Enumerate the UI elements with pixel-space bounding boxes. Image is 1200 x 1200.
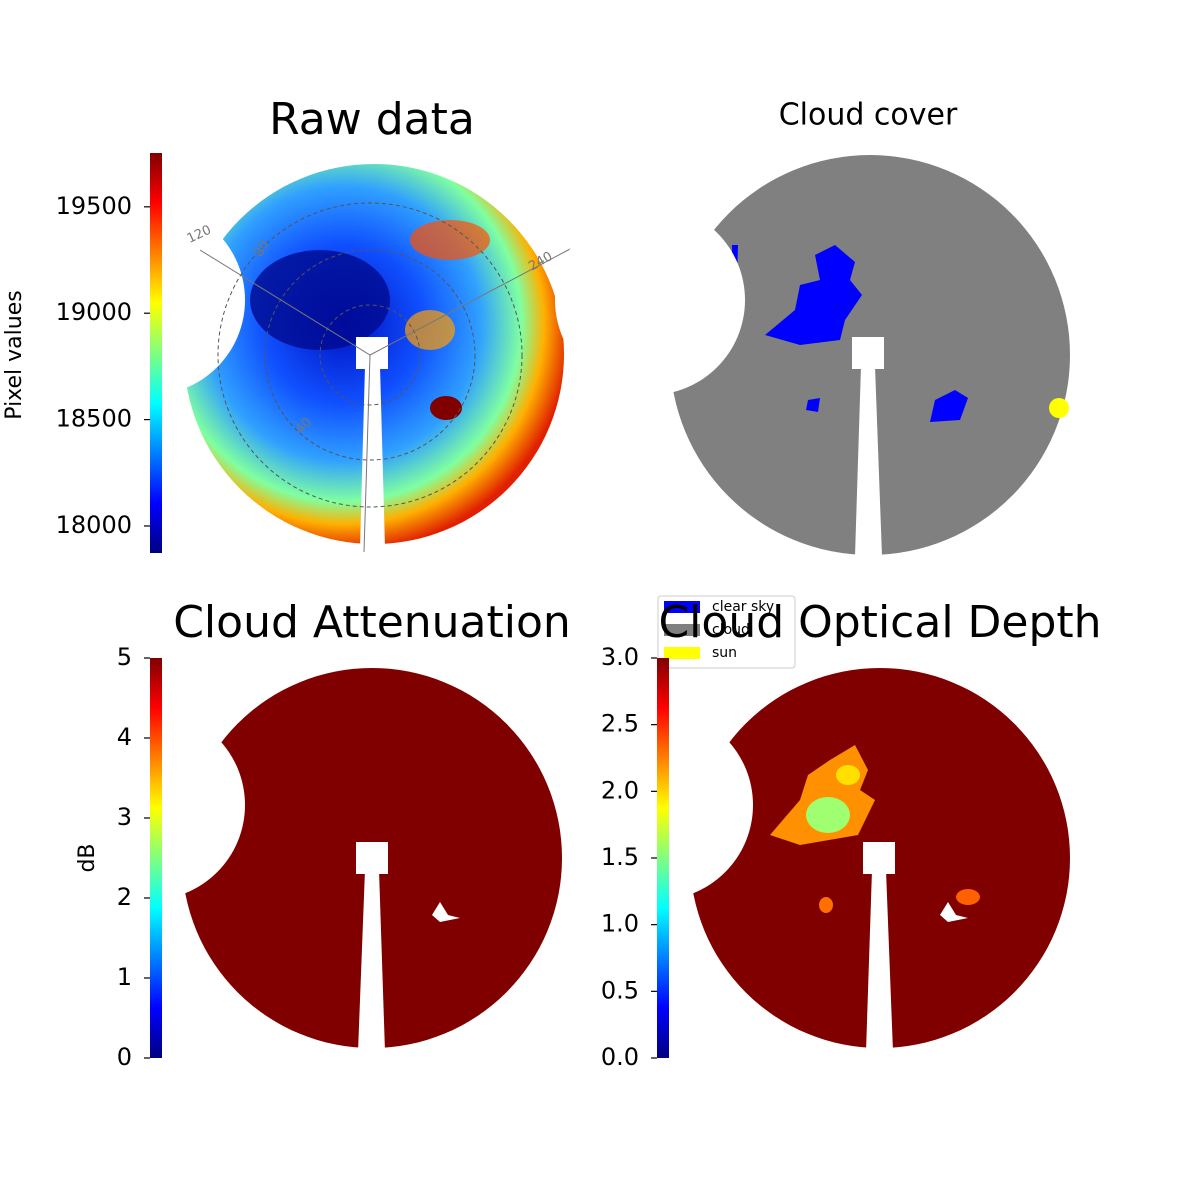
colorbar-tick-label: 5 — [117, 643, 132, 671]
colorbar-tick-label: 0.5 — [601, 976, 639, 1004]
optical-depth-image — [563, 668, 1070, 1052]
legend-swatch — [664, 624, 700, 636]
colorbar-tick-label: 18000 — [56, 511, 132, 539]
colorbar-tick-label: 19000 — [56, 298, 132, 326]
panel-title: Cloud Optical Depth — [658, 597, 1101, 648]
colorbar-label: dB — [75, 843, 100, 872]
polar-label: 80 — [252, 238, 273, 260]
colorbar-tick-label: 0.0 — [601, 1043, 639, 1071]
colorbar-tick-label: 1.5 — [601, 843, 639, 871]
legend-swatch — [664, 601, 700, 613]
colorbar-tick-label: 1.0 — [601, 910, 639, 938]
colorbar-tick-label: 2.5 — [601, 710, 639, 738]
colorbar-tick-label: 4 — [117, 723, 132, 751]
colorbar-tick-label: 2 — [117, 883, 132, 911]
legend-swatch — [664, 647, 700, 659]
colorbar — [150, 658, 162, 1058]
panel-title: Cloud cover — [779, 98, 958, 133]
panel-title: Cloud Attenuation — [173, 597, 571, 648]
colorbar — [150, 153, 162, 553]
colorbar-tick-label: 3.0 — [601, 643, 639, 671]
attenuation-image — [55, 668, 562, 1052]
legend-label: clear sky — [712, 599, 774, 615]
colorbar-tick-label: 18500 — [56, 405, 132, 433]
legend-label: cloud — [712, 622, 750, 638]
raw-image — [55, 164, 573, 553]
sun-marker — [1049, 398, 1069, 418]
colorbar-tick-label: 3 — [117, 803, 132, 831]
colorbar-tick-label: 1 — [117, 963, 132, 991]
cloud-cover-image — [555, 155, 1070, 556]
legend-label: sun — [712, 645, 737, 661]
colorbar-tick-label: 0 — [117, 1043, 132, 1071]
colorbar-tick-label: 2.0 — [601, 776, 639, 804]
colorbar-label: Pixel values — [2, 290, 27, 419]
colorbar — [657, 658, 669, 1058]
panel-title: Raw data — [269, 94, 475, 145]
colorbar-tick-label: 19500 — [56, 192, 132, 220]
